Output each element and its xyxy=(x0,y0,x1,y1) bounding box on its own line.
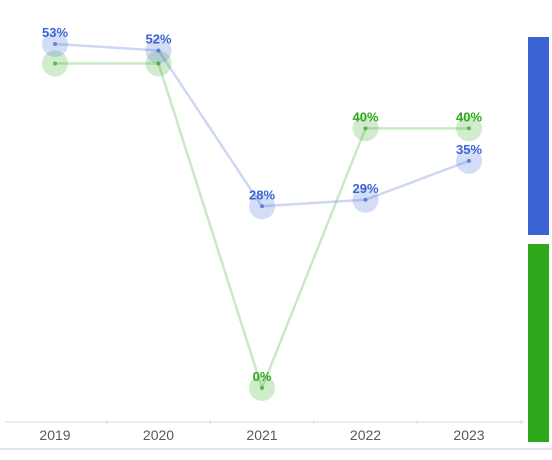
x-tick-label: 2020 xyxy=(143,427,174,443)
x-axis: 2019 2020 2021 2022 2023 xyxy=(0,420,552,450)
data-point xyxy=(53,61,57,66)
series-layer: 53% 52% 28% 29% 35% 0% 40% 40% xyxy=(42,25,482,401)
data-label: 28% xyxy=(249,187,275,202)
data-point xyxy=(363,197,368,202)
data-point xyxy=(156,61,161,66)
data-point xyxy=(53,41,57,46)
data-label: 35% xyxy=(456,142,482,157)
data-point xyxy=(260,386,264,390)
x-tick-label: 2021 xyxy=(246,427,277,443)
legend xyxy=(528,37,549,442)
data-point xyxy=(260,204,264,209)
data-label: 40% xyxy=(352,109,378,124)
series-line xyxy=(55,62,469,390)
x-tick-label: 2022 xyxy=(350,427,381,443)
x-tick-label: 2019 xyxy=(39,427,70,443)
x-tick-label: 2023 xyxy=(453,427,484,443)
legend-swatch-series-1[interactable] xyxy=(528,244,549,442)
data-point xyxy=(467,126,471,131)
series-1 xyxy=(42,50,482,401)
data-label: 40% xyxy=(456,109,482,124)
series-line xyxy=(54,42,470,208)
data-point xyxy=(156,48,161,53)
series-0 xyxy=(42,30,482,220)
data-point xyxy=(363,126,368,131)
data-point xyxy=(467,158,471,163)
data-label: 0% xyxy=(253,369,272,384)
data-label: 29% xyxy=(352,181,378,196)
data-label: 53% xyxy=(42,25,68,40)
legend-swatch-series-0[interactable] xyxy=(528,37,549,235)
data-label: 52% xyxy=(145,31,171,46)
